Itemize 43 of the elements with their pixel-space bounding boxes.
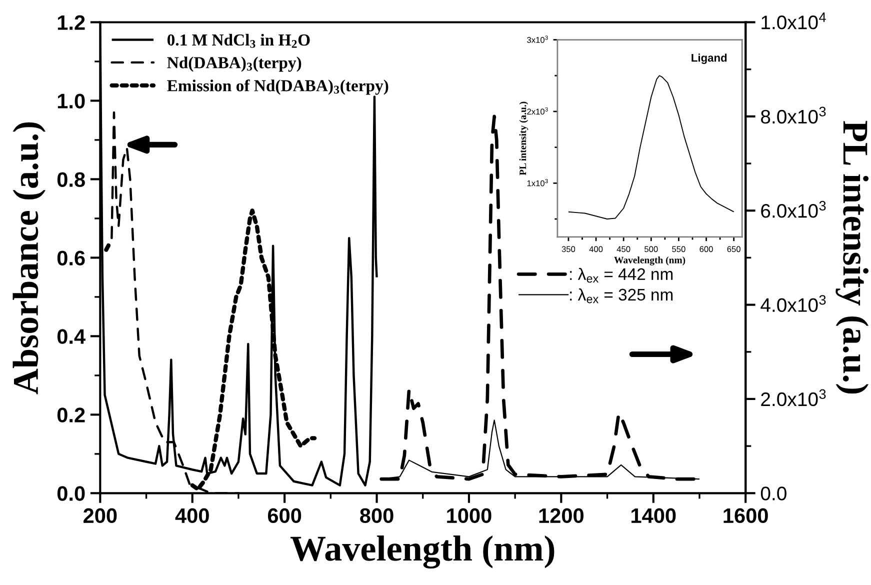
y2-tick-label: 4.0x10$^{3}$ — [760, 295, 826, 312]
y-tick-label: 0.4 — [57, 329, 86, 344]
x-tick-label: 1400 — [632, 508, 676, 524]
y-tick-label: 1x10$^{3}$ — [527, 179, 548, 186]
y-tick-label: 0.0 — [57, 486, 85, 501]
legend-label: : λ$_{ex}$ = 325 nm — [570, 288, 673, 304]
x-tick-label: 450 — [616, 246, 630, 252]
legend-label: 0.1 M NdCl$_{3}$ in H$_{2}$O — [167, 34, 310, 48]
x-tick-label: 1600 — [724, 508, 768, 524]
y2-tick-label: 2.0x10$^{3}$ — [761, 389, 826, 406]
x-tick-label: 550 — [672, 246, 686, 252]
x-tick-label: 200 — [84, 508, 117, 524]
y2-axis-title: PL intensity (a.u.) — [836, 120, 869, 394]
x-axis-title: Wavelength (nm) — [614, 256, 686, 266]
y2-tick-label: 0.0 — [760, 486, 786, 500]
y-tick-label: 0.2 — [57, 408, 85, 422]
x-tick-label: 650 — [727, 246, 740, 252]
y-tick-label: 2x10$^{3}$ — [527, 107, 548, 115]
annotation: Ligand — [692, 54, 727, 64]
y-axis-title: Absorbance (a.u.) — [12, 122, 46, 394]
x-tick-label: 600 — [700, 246, 713, 252]
legend-label: Nd(DABA)$_{3}$(terpy) — [167, 56, 302, 72]
y2-tick-label: 8.0x10$^{3}$ — [761, 106, 826, 124]
x-axis-title: Wavelength (nm) — [290, 535, 554, 569]
legend-label: : λ$_{ex}$ = 442 nm — [570, 268, 673, 283]
y-tick-label: 0.8 — [57, 172, 85, 187]
y-tick-label: 0.6 — [57, 250, 85, 266]
y2-tick-label: 6.0x10$^{3}$ — [761, 200, 826, 218]
x-tick-label: 400 — [175, 508, 209, 524]
y-tick-label: 1.0 — [58, 94, 85, 108]
y-axis-title: PL intensity (a.u.) — [519, 102, 528, 176]
y-tick-label: 3x10$^{3}$ — [527, 36, 548, 43]
x-tick-label: 350 — [562, 246, 576, 252]
y2-tick-label: 1.0x10$^{4}$ — [762, 12, 826, 30]
x-tick-label: 400 — [589, 246, 603, 252]
x-tick-label: 800 — [360, 508, 394, 524]
x-tick-label: 1000 — [447, 508, 492, 524]
x-tick-label: 600 — [268, 508, 302, 524]
x-tick-label: 500 — [644, 246, 658, 252]
line-series — [568, 75, 734, 220]
x-tick-label: 1200 — [539, 508, 584, 524]
y-tick-label: 1.2 — [58, 15, 85, 30]
legend-label: Emission of Nd(DABA)$_{3}$(terpy) — [167, 79, 388, 95]
